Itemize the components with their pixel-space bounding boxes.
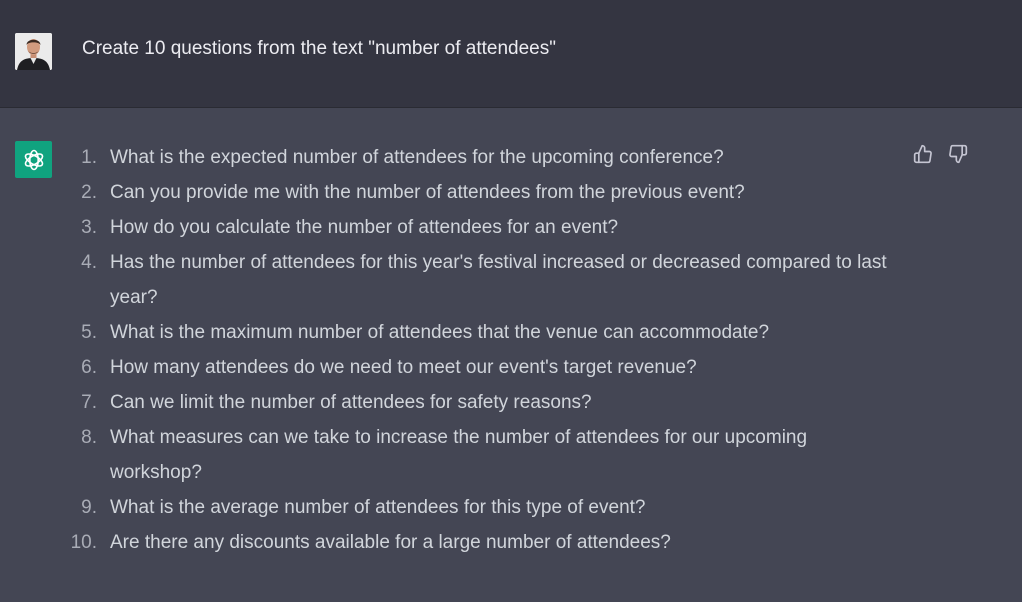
list-item-number: 6.: [81, 357, 97, 378]
list-item: 5. What is the maximum number of attendee…: [0, 315, 900, 350]
list-item-text: Are there any discounts available for a …: [110, 532, 671, 553]
list-item: 4. Has the number of attendees for this y…: [0, 245, 900, 315]
list-item-text: What is the average number of attendees …: [110, 497, 646, 518]
thumbs-down-button[interactable]: [946, 142, 970, 166]
list-item-number: 7.: [81, 392, 97, 413]
user-message-text: Create 10 questions from the text "numbe…: [82, 38, 556, 59]
list-item-number: 1.: [81, 147, 97, 168]
user-message-row: Create 10 questions from the text "numbe…: [0, 0, 1022, 108]
thumbs-up-button[interactable]: [911, 142, 935, 166]
list-item-text: How many attendees do we need to meet ou…: [110, 357, 697, 378]
list-item-number: 9.: [81, 497, 97, 518]
openai-logo-icon: [24, 149, 43, 170]
user-avatar-photo: [15, 33, 52, 70]
list-item-number: 2.: [81, 182, 97, 203]
list-item: 7. Can we limit the number of attendees f…: [0, 385, 900, 420]
list-item-number: 4.: [81, 252, 97, 273]
list-item: 6. How many attendees do we need to meet …: [0, 350, 900, 385]
list-item-text: Has the number of attendees for this yea…: [110, 252, 887, 308]
list-item: 2. Can you provide me with the number of …: [0, 175, 900, 210]
thumbs-down-icon: [949, 144, 968, 164]
assistant-message-row: 1. What is the expected number of attende…: [0, 108, 1022, 602]
list-item-text: How do you calculate the number of atten…: [110, 217, 619, 238]
user-avatar: [15, 33, 52, 70]
list-item-number: 3.: [81, 217, 97, 238]
list-item: 8. What measures can we take to increase …: [0, 420, 900, 490]
assistant-avatar: [15, 141, 52, 178]
list-item-text: What is the maximum number of attendees …: [110, 322, 770, 343]
list-item: 9. What is the average number of attendee…: [0, 490, 900, 525]
list-item: 3. How do you calculate the number of att…: [0, 210, 900, 245]
list-item-number: 10.: [70, 532, 97, 553]
list-item-text: What measures can we take to increase th…: [110, 427, 808, 483]
list-item-number: 5.: [81, 322, 97, 343]
list-item: 1. What is the expected number of attende…: [0, 140, 900, 175]
list-item-text: Can we limit the number of attendees for…: [110, 392, 592, 413]
list-item-text: Can you provide me with the number of at…: [110, 182, 745, 203]
list-item: 10. Are there any discounts available for…: [0, 525, 900, 560]
list-item-number: 8.: [81, 427, 97, 448]
thumbs-up-icon: [913, 144, 932, 164]
answer-list: 1. What is the expected number of attende…: [0, 140, 900, 560]
list-item-text: What is the expected number of attendees…: [110, 147, 724, 168]
